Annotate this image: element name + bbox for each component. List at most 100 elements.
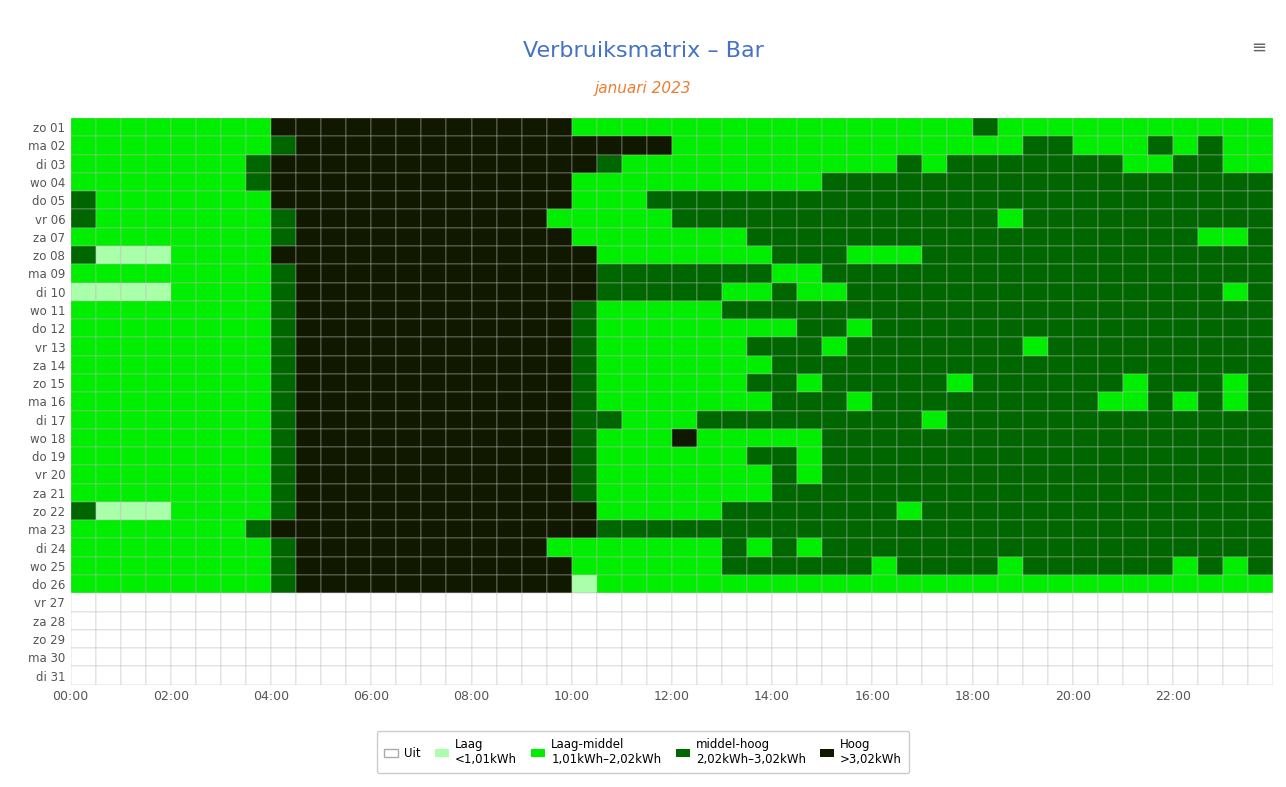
Bar — [522, 593, 547, 611]
Bar — [622, 227, 647, 246]
Bar — [121, 667, 145, 685]
Bar — [246, 246, 271, 264]
Bar — [171, 264, 195, 283]
Bar — [847, 173, 872, 191]
Bar — [922, 502, 948, 520]
Bar — [847, 264, 872, 283]
Bar — [1199, 611, 1223, 630]
Bar — [547, 154, 572, 173]
Bar — [271, 191, 296, 209]
Bar — [721, 520, 747, 538]
Bar — [472, 520, 496, 538]
Bar — [171, 556, 195, 575]
Bar — [697, 429, 721, 447]
Bar — [271, 575, 296, 593]
Bar — [95, 136, 121, 154]
Bar — [1073, 301, 1098, 319]
Bar — [847, 319, 872, 338]
Bar — [472, 209, 496, 227]
Bar — [221, 630, 246, 648]
Bar — [847, 520, 872, 538]
Bar — [898, 136, 922, 154]
Bar — [647, 246, 673, 264]
Bar — [1199, 374, 1223, 392]
Bar — [673, 264, 697, 283]
Bar — [1223, 593, 1249, 611]
Bar — [246, 575, 271, 593]
Bar — [472, 264, 496, 283]
Bar — [1073, 411, 1098, 429]
Bar — [372, 209, 396, 227]
Bar — [422, 227, 446, 246]
Bar — [496, 465, 522, 484]
Bar — [872, 246, 898, 264]
Bar — [422, 520, 446, 538]
Bar — [195, 575, 221, 593]
Bar — [221, 538, 246, 556]
Bar — [145, 338, 171, 356]
Bar — [948, 173, 972, 191]
Bar — [1249, 154, 1273, 173]
Bar — [1123, 648, 1148, 667]
Bar — [1223, 447, 1249, 465]
Bar — [346, 429, 372, 447]
Bar — [221, 611, 246, 630]
Bar — [221, 154, 246, 173]
Bar — [195, 338, 221, 356]
Bar — [396, 538, 422, 556]
Bar — [271, 484, 296, 502]
Bar — [296, 429, 322, 447]
Bar — [1173, 556, 1199, 575]
Bar — [472, 611, 496, 630]
Bar — [1223, 411, 1249, 429]
Bar — [972, 136, 998, 154]
Bar — [721, 411, 747, 429]
Bar — [772, 538, 797, 556]
Bar — [797, 556, 822, 575]
Bar — [1223, 118, 1249, 136]
Bar — [171, 411, 195, 429]
Bar — [1199, 118, 1223, 136]
Bar — [572, 593, 597, 611]
Bar — [1022, 246, 1048, 264]
Bar — [121, 264, 145, 283]
Bar — [246, 283, 271, 301]
Bar — [697, 209, 721, 227]
Bar — [472, 136, 496, 154]
Text: ≡: ≡ — [1251, 39, 1267, 56]
Bar — [822, 264, 847, 283]
Bar — [721, 136, 747, 154]
Bar — [95, 356, 121, 374]
Bar — [422, 648, 446, 667]
Bar — [948, 227, 972, 246]
Bar — [95, 575, 121, 593]
Bar — [372, 173, 396, 191]
Bar — [1048, 191, 1073, 209]
Bar — [496, 429, 522, 447]
Bar — [522, 338, 547, 356]
Bar — [396, 301, 422, 319]
Bar — [948, 154, 972, 173]
Text: januari 2023: januari 2023 — [594, 80, 692, 96]
Bar — [721, 484, 747, 502]
Bar — [95, 374, 121, 392]
Bar — [271, 556, 296, 575]
Bar — [622, 118, 647, 136]
Bar — [847, 374, 872, 392]
Bar — [322, 484, 346, 502]
Bar — [647, 136, 673, 154]
Bar — [1048, 538, 1073, 556]
Bar — [547, 484, 572, 502]
Bar — [145, 374, 171, 392]
Bar — [346, 611, 372, 630]
Bar — [1199, 502, 1223, 520]
Bar — [472, 374, 496, 392]
Bar — [772, 338, 797, 356]
Bar — [898, 593, 922, 611]
Bar — [446, 374, 472, 392]
Bar — [522, 374, 547, 392]
Bar — [597, 374, 622, 392]
Bar — [1148, 484, 1173, 502]
Bar — [1123, 575, 1148, 593]
Bar — [922, 575, 948, 593]
